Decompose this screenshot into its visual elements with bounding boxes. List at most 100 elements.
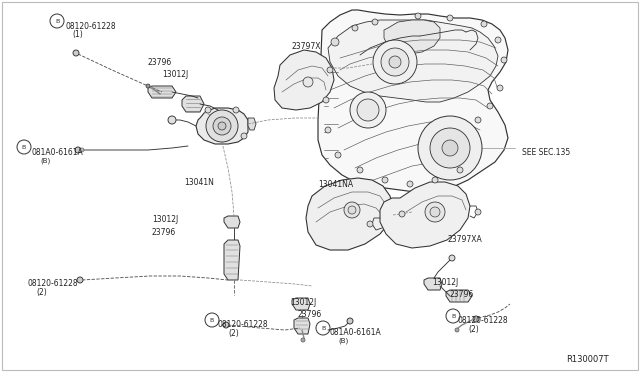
Circle shape xyxy=(233,107,239,113)
Circle shape xyxy=(475,209,481,215)
Polygon shape xyxy=(182,96,204,112)
Text: (B): (B) xyxy=(338,337,348,343)
Circle shape xyxy=(327,67,333,73)
Polygon shape xyxy=(196,108,248,144)
Text: 13012J: 13012J xyxy=(432,278,458,287)
Circle shape xyxy=(432,177,438,183)
Text: (2): (2) xyxy=(228,329,239,338)
Circle shape xyxy=(146,84,150,88)
Circle shape xyxy=(425,202,445,222)
Circle shape xyxy=(447,15,453,21)
Circle shape xyxy=(352,25,358,31)
Circle shape xyxy=(348,206,356,214)
Text: 23797XA: 23797XA xyxy=(448,235,483,244)
Text: 081A0-6161A: 081A0-6161A xyxy=(32,148,84,157)
Polygon shape xyxy=(292,298,310,310)
Text: B: B xyxy=(55,19,59,23)
Circle shape xyxy=(497,85,503,91)
Text: 13041NA: 13041NA xyxy=(318,180,353,189)
Text: (2): (2) xyxy=(468,325,479,334)
Circle shape xyxy=(213,117,231,135)
Text: B: B xyxy=(210,317,214,323)
Polygon shape xyxy=(328,20,498,102)
Polygon shape xyxy=(248,118,256,130)
Circle shape xyxy=(325,127,331,133)
Text: B: B xyxy=(321,326,325,330)
Circle shape xyxy=(457,167,463,173)
Circle shape xyxy=(335,152,341,158)
Circle shape xyxy=(80,148,84,152)
Text: 23796: 23796 xyxy=(148,58,172,67)
Circle shape xyxy=(501,57,507,63)
Circle shape xyxy=(205,107,211,113)
Circle shape xyxy=(344,202,360,218)
Text: 08120-61228: 08120-61228 xyxy=(218,320,269,329)
Circle shape xyxy=(347,318,353,324)
Circle shape xyxy=(407,181,413,187)
Polygon shape xyxy=(306,178,393,250)
Text: 23796: 23796 xyxy=(152,228,176,237)
Text: 23797X: 23797X xyxy=(292,42,321,51)
Circle shape xyxy=(442,140,458,156)
Circle shape xyxy=(372,19,378,25)
Circle shape xyxy=(475,117,481,123)
Circle shape xyxy=(367,221,373,227)
Text: 23796: 23796 xyxy=(450,290,474,299)
Text: (B): (B) xyxy=(40,157,51,164)
Circle shape xyxy=(430,128,470,168)
Polygon shape xyxy=(274,50,334,110)
Text: (1): (1) xyxy=(72,30,83,39)
Circle shape xyxy=(350,92,386,128)
Circle shape xyxy=(382,177,388,183)
Text: B: B xyxy=(451,314,455,318)
Circle shape xyxy=(303,77,313,87)
Circle shape xyxy=(481,21,487,27)
Circle shape xyxy=(77,277,83,283)
Circle shape xyxy=(430,207,440,217)
Text: 08120-61228: 08120-61228 xyxy=(28,279,79,288)
Polygon shape xyxy=(318,10,508,192)
Text: 23796: 23796 xyxy=(298,310,323,319)
Circle shape xyxy=(323,97,329,103)
Text: R130007T: R130007T xyxy=(566,355,609,364)
Circle shape xyxy=(381,48,409,76)
Circle shape xyxy=(73,50,79,56)
Circle shape xyxy=(373,40,417,84)
Circle shape xyxy=(218,122,226,130)
Circle shape xyxy=(449,255,455,261)
Circle shape xyxy=(473,316,479,322)
Circle shape xyxy=(389,56,401,68)
Circle shape xyxy=(455,328,459,332)
Circle shape xyxy=(223,322,229,328)
Text: 081A0-6161A: 081A0-6161A xyxy=(330,328,381,337)
Text: 13012J: 13012J xyxy=(290,298,316,307)
Text: 13012J: 13012J xyxy=(162,70,188,79)
Polygon shape xyxy=(424,278,442,290)
Text: B: B xyxy=(22,144,26,150)
Polygon shape xyxy=(224,240,240,280)
Polygon shape xyxy=(148,86,176,98)
Circle shape xyxy=(495,37,501,43)
Circle shape xyxy=(206,110,238,142)
Polygon shape xyxy=(446,290,472,302)
Circle shape xyxy=(418,116,482,180)
Polygon shape xyxy=(224,216,240,228)
Circle shape xyxy=(357,99,379,121)
Text: 13041N: 13041N xyxy=(184,178,214,187)
Circle shape xyxy=(399,211,405,217)
Circle shape xyxy=(487,103,493,109)
Polygon shape xyxy=(380,182,470,248)
Circle shape xyxy=(331,38,339,46)
Circle shape xyxy=(415,13,421,19)
Text: SEE SEC.135: SEE SEC.135 xyxy=(522,148,570,157)
Circle shape xyxy=(75,147,81,153)
Circle shape xyxy=(168,116,176,124)
Circle shape xyxy=(301,338,305,342)
Text: 08120-61228: 08120-61228 xyxy=(458,316,509,325)
Text: 13012J: 13012J xyxy=(152,215,179,224)
Text: 08120-61228: 08120-61228 xyxy=(65,22,116,31)
Polygon shape xyxy=(384,20,440,54)
Polygon shape xyxy=(294,318,310,334)
Text: (2): (2) xyxy=(36,288,47,297)
Circle shape xyxy=(241,133,247,139)
